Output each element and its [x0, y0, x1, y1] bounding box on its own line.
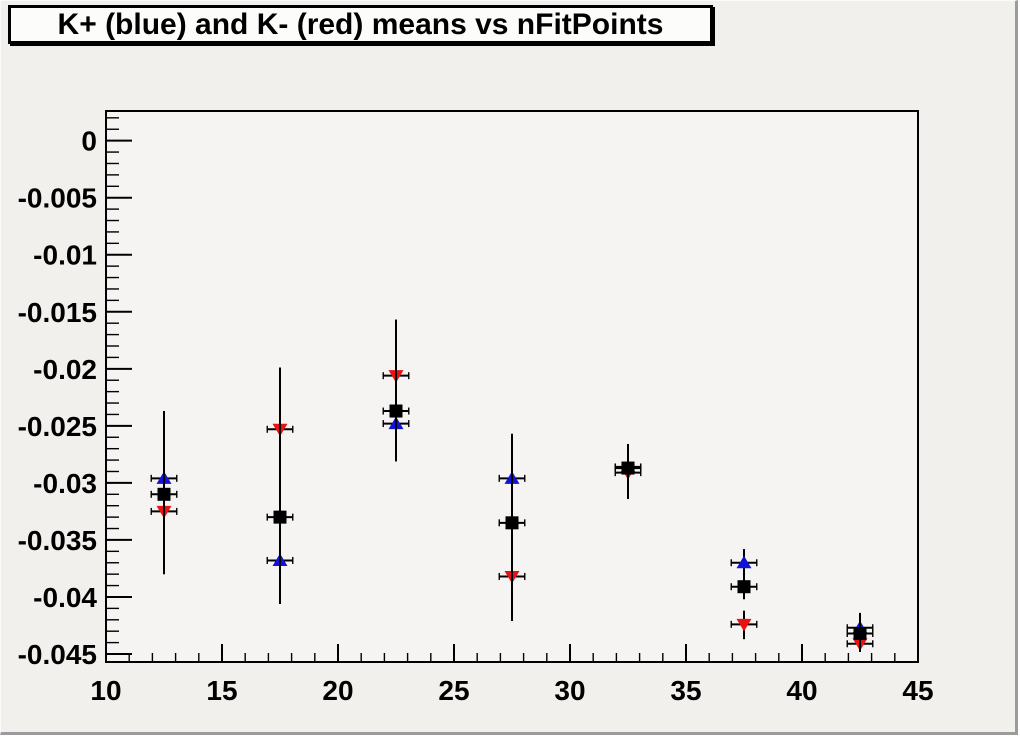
- x-tick-label: 20: [322, 675, 353, 706]
- x-tick-label: 30: [554, 675, 585, 706]
- marker-square: [621, 461, 635, 475]
- y-tick-label: -0.025: [18, 411, 97, 442]
- y-tick-label: -0.03: [33, 468, 97, 499]
- marker-square: [273, 510, 287, 524]
- y-tick-label: -0.02: [33, 354, 97, 385]
- marker-square: [737, 580, 751, 594]
- marker-triangle-up: [736, 555, 752, 569]
- y-tick-label: -0.015: [18, 297, 97, 328]
- y-tick-label: -0.01: [33, 240, 97, 271]
- x-axis: 10 15 20 25 30 35 40 45: [90, 644, 934, 706]
- x-tick-label: 45: [902, 675, 933, 706]
- y-tick-label: -0.045: [18, 639, 97, 670]
- chart-title: K+ (blue) and K- (red) means vs nFitPoin…: [57, 7, 664, 41]
- x-tick-label: 35: [670, 675, 701, 706]
- series-square: [150, 319, 874, 652]
- x-tick-label: 15: [206, 675, 237, 706]
- y-tick-label: -0.035: [18, 525, 97, 556]
- chart-title-box: K+ (blue) and K- (red) means vs nFitPoin…: [8, 5, 713, 44]
- marker-square: [157, 487, 171, 501]
- x-tick-label: 10: [90, 675, 121, 706]
- marker-square: [505, 516, 519, 530]
- y-tick-label: -0.005: [18, 183, 97, 214]
- marker-triangle-down: [736, 618, 752, 632]
- marker-square: [853, 626, 867, 640]
- y-axis: 0 -0.005 -0.01 -0.015 -0.02 -0.025 -0.03 -0.035…: [18, 117, 132, 670]
- x-tick-label: 25: [438, 675, 469, 706]
- y-tick-label: 0: [81, 126, 97, 157]
- x-tick-label: 40: [786, 675, 817, 706]
- y-tick-label: -0.04: [33, 582, 97, 613]
- marker-square: [389, 404, 403, 418]
